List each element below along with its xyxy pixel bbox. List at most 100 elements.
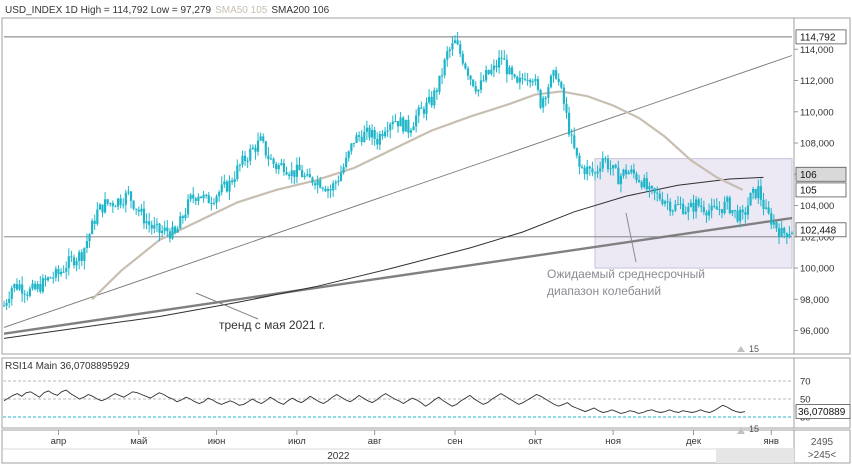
candle-body-283	[736, 210, 739, 222]
candle-body-134	[350, 143, 353, 152]
candle-body-67	[176, 228, 179, 233]
price-label-3: 108,000	[800, 139, 834, 150]
candle-body-70	[184, 214, 187, 219]
candle-body-104	[272, 158, 275, 164]
candle-body-71	[186, 199, 190, 215]
candle-body-19	[52, 277, 55, 279]
candle-body-113	[295, 164, 299, 177]
candle-body-172	[448, 49, 451, 52]
candle-body-163	[425, 102, 428, 114]
candle-body-188	[490, 69, 493, 74]
candle-body-72	[189, 194, 192, 200]
candle-body-40	[106, 199, 109, 204]
candle-body-20	[54, 268, 57, 278]
candle-body-220	[573, 135, 576, 148]
candle-body-271	[705, 212, 708, 216]
candle-body-137	[358, 135, 361, 137]
candle-body-65	[171, 226, 174, 239]
candle-body-182	[474, 86, 477, 92]
candle-body-48	[127, 191, 130, 193]
current-price-marker-label: 102,448	[800, 225, 837, 236]
candle-body-144	[376, 139, 379, 145]
candle-body-28	[75, 261, 78, 266]
candle-body-274	[713, 205, 716, 207]
candle-body-97	[254, 147, 257, 152]
candle-body-166	[433, 90, 436, 106]
candle-body-270	[702, 207, 705, 213]
candle-body-155	[404, 119, 407, 132]
bar-offset: >245<	[808, 450, 837, 461]
candle-body-17	[46, 277, 50, 281]
candle-body-131	[342, 167, 345, 173]
candle-body-240	[625, 169, 628, 175]
candle-body-11	[31, 283, 34, 289]
candle-body-281	[731, 210, 734, 214]
trendlines[interactable]	[3, 36, 793, 335]
candle-body-123	[321, 187, 324, 189]
candle-body-138	[360, 136, 363, 143]
candle-body-224	[583, 167, 586, 175]
candle-body-289	[752, 188, 755, 193]
trendline-upper-channel	[3, 55, 793, 328]
candle-body-169	[440, 75, 444, 77]
candle-body-148	[386, 130, 389, 132]
rsi-level-label-50: 50	[800, 395, 811, 406]
month-label-0: апр	[51, 436, 67, 447]
candle-body-302	[785, 233, 788, 238]
candle-body-237	[617, 167, 620, 185]
candle-body-78	[205, 194, 208, 196]
candle-body-269	[700, 205, 703, 208]
candle-body-124	[324, 188, 327, 192]
candle-body-297	[772, 222, 775, 225]
candle-body-226	[588, 166, 591, 169]
candle-body-58	[153, 224, 156, 229]
rsi-levels	[3, 380, 793, 418]
candle-body-82	[215, 196, 218, 203]
candle-body-122	[319, 180, 322, 188]
candle-body-143	[373, 130, 376, 140]
time-axis-corner	[793, 429, 851, 464]
candle-body-232	[604, 158, 607, 160]
month-label-6: окт	[528, 436, 543, 447]
candle-body-7	[21, 284, 24, 294]
candle-body-175	[456, 40, 459, 45]
candle-body-3	[10, 288, 13, 299]
candle-body-62	[163, 227, 166, 231]
candle-body-251	[653, 188, 656, 193]
candle-body-53	[140, 208, 143, 212]
candle-body-259	[674, 204, 677, 211]
candle-body-299	[777, 228, 781, 237]
candle-body-230	[599, 168, 602, 172]
candle-body-52	[137, 209, 140, 212]
candle-body-296	[770, 213, 773, 225]
candle-body-295	[767, 207, 770, 214]
candle-body-277	[720, 209, 724, 214]
candle-body-170	[443, 59, 446, 76]
candle-body-176	[459, 44, 462, 54]
candle-body-178	[464, 63, 467, 69]
candle-body-189	[492, 65, 496, 70]
candle-body-164	[428, 96, 431, 103]
candle-body-193	[503, 58, 506, 60]
candle-body-15	[41, 278, 44, 292]
candle-body-153	[399, 117, 402, 127]
candle-body-87	[228, 180, 231, 192]
candle-body-279	[726, 197, 729, 202]
candlesticks	[2, 31, 794, 311]
bars-count: 15	[749, 344, 759, 354]
candle-body-199	[518, 77, 521, 83]
candle-body-64	[168, 231, 171, 239]
candle-body-23	[62, 271, 65, 273]
candle-body-66	[173, 226, 177, 233]
month-label-9: янв	[764, 436, 779, 447]
candle-body-142	[370, 130, 374, 138]
candle-body-196	[510, 67, 514, 75]
candle-body-125	[326, 189, 330, 192]
candle-body-187	[487, 70, 490, 74]
rsi-panel[interactable]	[1, 357, 795, 429]
candle-body-228	[593, 172, 597, 174]
candle-body-236	[614, 165, 617, 168]
month-label-5: сен	[447, 436, 462, 447]
candle-body-243	[632, 169, 635, 174]
candle-body-238	[619, 175, 623, 185]
